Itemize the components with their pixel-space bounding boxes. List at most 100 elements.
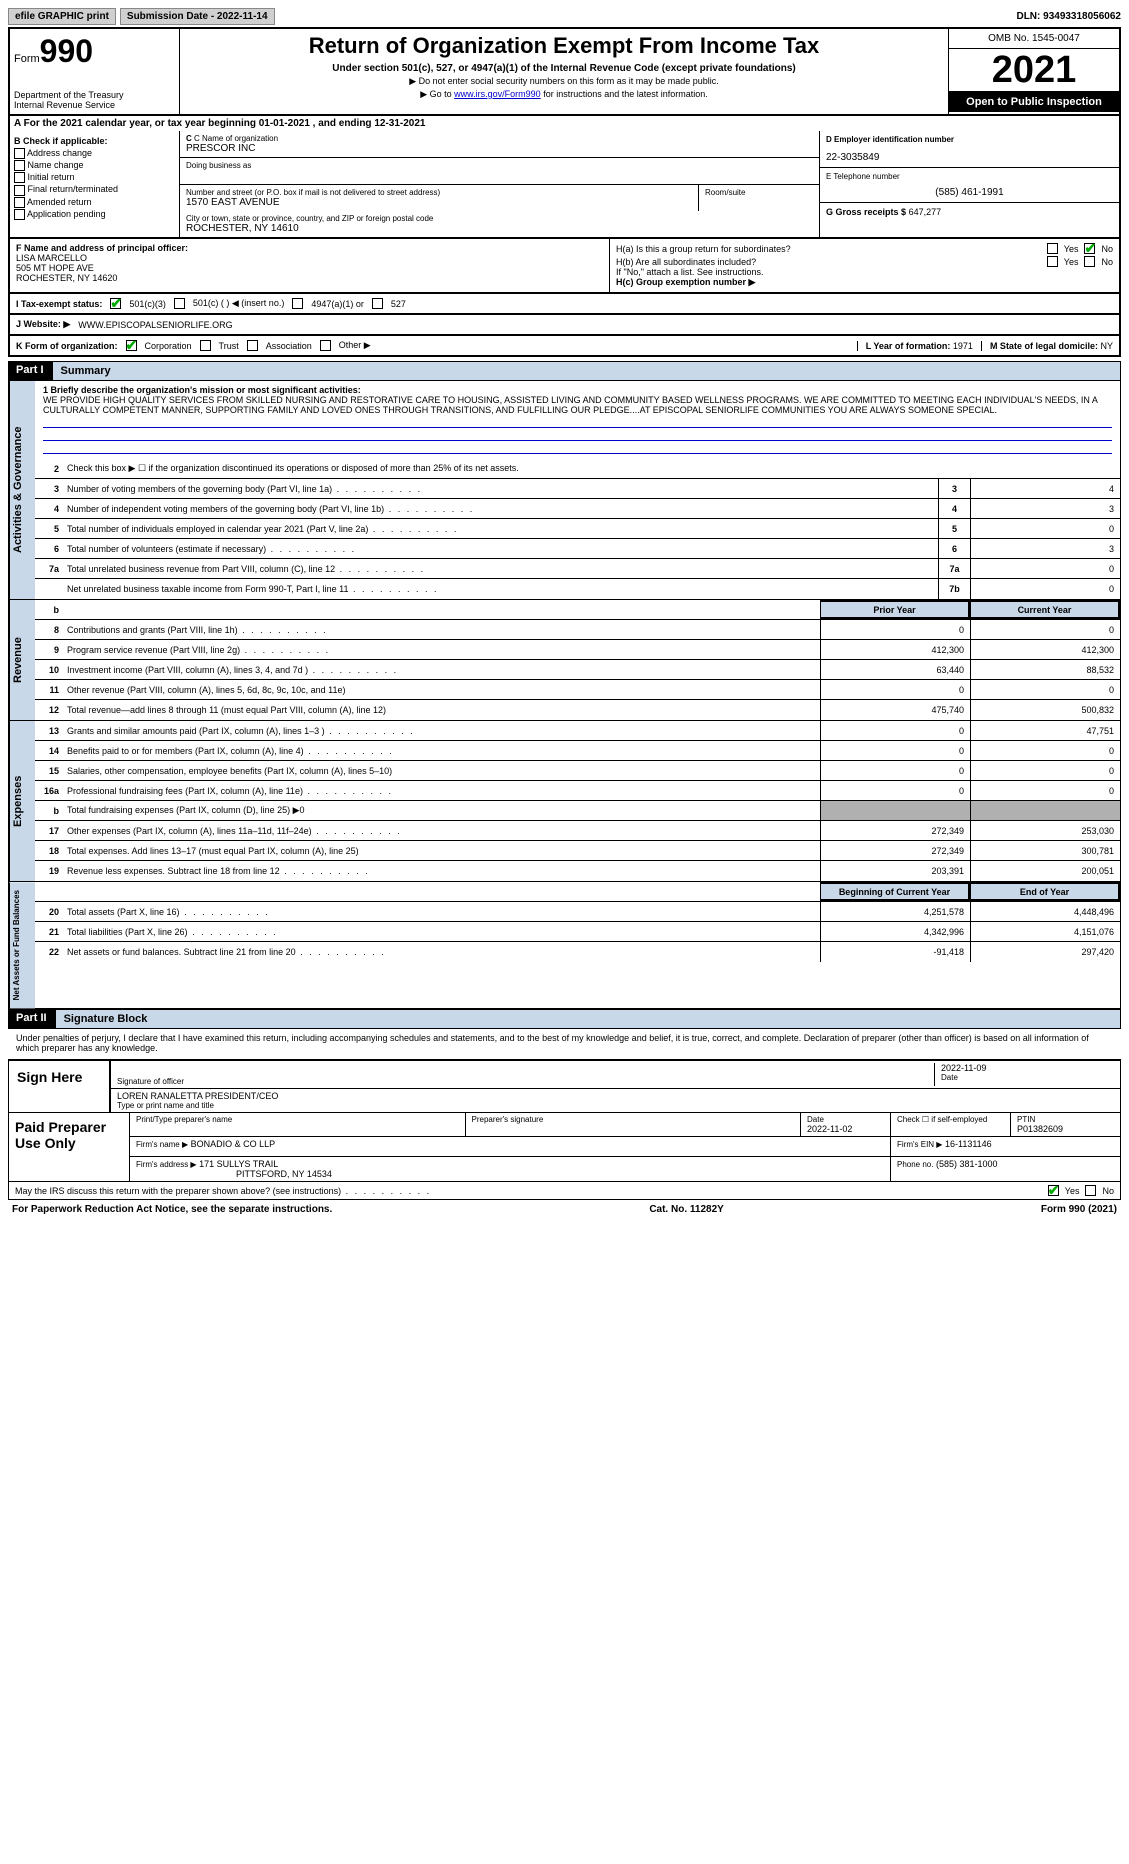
- irs-link[interactable]: www.irs.gov/Form990: [454, 89, 541, 99]
- cb-app-pending[interactable]: Application pending: [14, 209, 175, 220]
- hb-no[interactable]: [1084, 256, 1095, 267]
- l16a-prior: 0: [820, 781, 970, 800]
- l5-val: 0: [970, 519, 1120, 538]
- col-c-org-info: C C Name of organization PRESCOR INC Doi…: [180, 131, 819, 237]
- l7b-text: Net unrelated business taxable income fr…: [63, 582, 938, 596]
- current-year-hdr: Current Year: [970, 600, 1120, 619]
- l17-prior: 272,349: [820, 821, 970, 840]
- header: Form990 Department of the Treasury Inter…: [8, 27, 1121, 116]
- ptin-value: P01382609: [1017, 1124, 1114, 1134]
- l6-val: 3: [970, 539, 1120, 558]
- firm-name: BONADIO & CO LLP: [191, 1139, 276, 1149]
- pp-self-employed[interactable]: Check ☐ if self-employed: [890, 1113, 1010, 1136]
- cb-amended[interactable]: Amended return: [14, 197, 175, 208]
- dln: DLN: 93493318056062: [1016, 11, 1121, 22]
- sig-date: 2022-11-09: [941, 1063, 1114, 1073]
- l11-prior: 0: [820, 680, 970, 699]
- cb-name-change[interactable]: Name change: [14, 160, 175, 171]
- section-expenses: Expenses 13Grants and similar amounts pa…: [8, 721, 1121, 882]
- l17-text: Other expenses (Part IX, column (A), lin…: [63, 824, 820, 838]
- l9-curr: 412,300: [970, 640, 1120, 659]
- prior-year-hdr: Prior Year: [820, 600, 970, 619]
- addr-label: Number and street (or P.O. box if mail i…: [186, 188, 692, 197]
- discuss-question: May the IRS discuss this return with the…: [15, 1186, 1042, 1196]
- form-990-page: efile GRAPHIC print Submission Date - 20…: [0, 0, 1129, 1227]
- l20-curr: 4,448,496: [970, 902, 1120, 921]
- j-label: J Website: ▶: [16, 319, 70, 330]
- l22-text: Net assets or fund balances. Subtract li…: [63, 945, 820, 959]
- l12-curr: 500,832: [970, 700, 1120, 720]
- begin-year-hdr: Beginning of Current Year: [820, 882, 970, 901]
- l2-text: Check this box ▶ ☐ if the organization d…: [63, 461, 1120, 476]
- l12-prior: 475,740: [820, 700, 970, 720]
- row-f-officer: F Name and address of principal officer:…: [8, 239, 1121, 294]
- ha-yes[interactable]: [1047, 243, 1058, 254]
- main-info-grid: B Check if applicable: Address change Na…: [8, 131, 1121, 239]
- cb-corp[interactable]: [126, 340, 137, 351]
- l21-curr: 4,151,076: [970, 922, 1120, 941]
- l20-prior: 4,251,578: [820, 902, 970, 921]
- discuss-yes[interactable]: [1048, 1185, 1059, 1196]
- omb-number: OMB No. 1545-0047: [949, 29, 1119, 49]
- tax-year: 2021: [949, 49, 1119, 92]
- officer-name: LISA MARCELLO: [16, 253, 603, 263]
- telephone: (585) 461-1991: [826, 187, 1113, 198]
- org-name: PRESCOR INC: [186, 143, 813, 154]
- l20-text: Total assets (Part X, line 16): [63, 905, 820, 919]
- efile-button[interactable]: efile GRAPHIC print: [8, 8, 116, 25]
- l16a-curr: 0: [970, 781, 1120, 800]
- ein-value: 22-3035849: [826, 152, 1113, 163]
- cb-other[interactable]: [320, 340, 331, 351]
- l22-prior: -91,418: [820, 942, 970, 962]
- room-label: Room/suite: [705, 188, 813, 197]
- col-b-checkboxes: B Check if applicable: Address change Na…: [10, 131, 180, 237]
- row-k-form-org: K Form of organization: Corporation Trus…: [8, 336, 1121, 357]
- form-title: Return of Organization Exempt From Incom…: [184, 33, 944, 59]
- cb-final-return[interactable]: Final return/terminated: [14, 184, 175, 195]
- l7b-val: 0: [970, 579, 1120, 599]
- l12-text: Total revenue—add lines 8 through 11 (mu…: [63, 703, 820, 717]
- row-a-tax-year: A For the 2021 calendar year, or tax yea…: [8, 116, 1121, 131]
- officer-typed-name: LOREN RANALETTA PRESIDENT/CEO: [117, 1091, 1114, 1101]
- officer-label: F Name and address of principal officer:: [16, 243, 603, 253]
- cb-501c[interactable]: [174, 298, 185, 309]
- part2-title: Signature Block: [55, 1009, 1121, 1029]
- hc-label: H(c) Group exemption number ▶: [616, 277, 1113, 288]
- section-activities: Activities & Governance 1 Briefly descri…: [8, 381, 1121, 600]
- l4-text: Number of independent voting members of …: [63, 502, 938, 516]
- officer-addr2: ROCHESTER, NY 14620: [16, 273, 603, 283]
- street-address: 1570 EAST AVENUE: [186, 197, 692, 208]
- l6-text: Total number of volunteers (estimate if …: [63, 542, 938, 556]
- l15-curr: 0: [970, 761, 1120, 780]
- perjury-statement: Under penalties of perjury, I declare th…: [8, 1029, 1121, 1057]
- paid-preparer-label: Paid Preparer Use Only: [9, 1113, 129, 1181]
- section-net-assets: Net Assets or Fund Balances Beginning of…: [8, 882, 1121, 1009]
- blank-line: [43, 416, 1112, 428]
- header-right: OMB No. 1545-0047 2021 Open to Public In…: [949, 29, 1119, 114]
- l7a-val: 0: [970, 559, 1120, 578]
- cb-527[interactable]: [372, 298, 383, 309]
- ein-label: D Employer identification number: [826, 135, 1113, 144]
- cb-4947[interactable]: [292, 298, 303, 309]
- sign-here-label: Sign Here: [9, 1061, 109, 1112]
- hb-label: H(b) Are all subordinates included?: [616, 257, 1041, 267]
- sig-officer-label: Signature of officer: [117, 1077, 934, 1086]
- hb-yes[interactable]: [1047, 256, 1058, 267]
- l9-text: Program service revenue (Part VIII, line…: [63, 643, 820, 657]
- cb-initial-return[interactable]: Initial return: [14, 172, 175, 183]
- cb-address-change[interactable]: Address change: [14, 148, 175, 159]
- cb-trust[interactable]: [200, 340, 211, 351]
- dept-treasury: Department of the Treasury: [14, 90, 175, 100]
- l15-text: Salaries, other compensation, employee b…: [63, 764, 820, 778]
- cb-501c3[interactable]: [110, 298, 121, 309]
- firm-addr1: 171 SULLYS TRAIL: [199, 1159, 278, 1169]
- l4-val: 3: [970, 499, 1120, 518]
- discuss-no[interactable]: [1085, 1185, 1096, 1196]
- l18-text: Total expenses. Add lines 13–17 (must eq…: [63, 844, 820, 858]
- cb-assoc[interactable]: [247, 340, 258, 351]
- l19-prior: 203,391: [820, 861, 970, 881]
- firm-ein: 16-1131146: [945, 1139, 992, 1149]
- firm-phone: (585) 381-1000: [936, 1159, 998, 1169]
- ha-no[interactable]: [1084, 243, 1095, 254]
- header-middle: Return of Organization Exempt From Incom…: [180, 29, 949, 114]
